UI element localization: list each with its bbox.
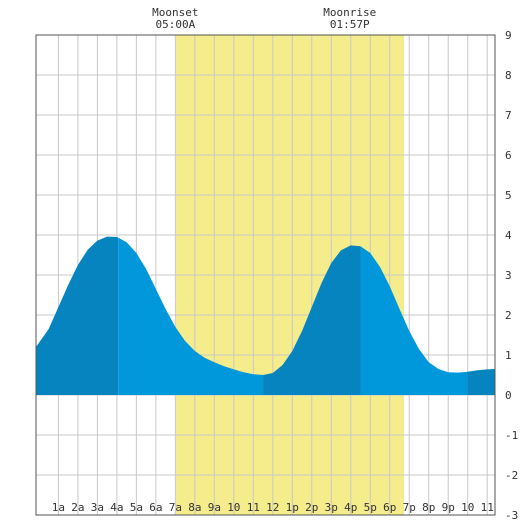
x-tick-label: 7a bbox=[169, 501, 182, 514]
x-tick-label: 2p bbox=[305, 501, 318, 514]
y-tick-label: 7 bbox=[505, 109, 512, 122]
x-tick-label: 6a bbox=[149, 501, 162, 514]
x-tick-label: 10 bbox=[461, 501, 474, 514]
x-tick-label: 6p bbox=[383, 501, 396, 514]
x-tick-label: 3p bbox=[325, 501, 338, 514]
y-tick-label: 4 bbox=[505, 229, 512, 242]
y-tick-label: 8 bbox=[505, 69, 512, 82]
x-tick-label: 7p bbox=[403, 501, 416, 514]
y-tick-label: 6 bbox=[505, 149, 512, 162]
x-tick-label: 1p bbox=[286, 501, 299, 514]
x-tick-label: 1a bbox=[52, 501, 65, 514]
x-tick-label: 8p bbox=[422, 501, 435, 514]
y-tick-label: 9 bbox=[505, 29, 512, 42]
x-tick-label: 4p bbox=[344, 501, 357, 514]
tide-area-light bbox=[360, 246, 468, 395]
x-tick-label: 2a bbox=[71, 501, 84, 514]
x-tick-label: 5a bbox=[130, 501, 143, 514]
y-tick-label: 1 bbox=[505, 349, 512, 362]
moon-event-title: Moonrise bbox=[323, 6, 376, 19]
x-tick-label: 12 bbox=[266, 501, 279, 514]
x-tick-label: 4a bbox=[110, 501, 123, 514]
tide-area-light bbox=[118, 237, 264, 395]
y-tick-label: -2 bbox=[505, 469, 518, 482]
x-tick-label: 3a bbox=[91, 501, 104, 514]
moon-event-time: 01:57P bbox=[330, 18, 370, 31]
y-tick-label: -3 bbox=[505, 509, 518, 522]
x-tick-label: 10 bbox=[227, 501, 240, 514]
x-tick-label: 5p bbox=[364, 501, 377, 514]
x-tick-label: 8a bbox=[188, 501, 201, 514]
moon-event-time: 05:00A bbox=[155, 18, 195, 31]
tide-area-dark bbox=[263, 245, 361, 395]
y-tick-label: 0 bbox=[505, 389, 512, 402]
moon-event-title: Moonset bbox=[152, 6, 198, 19]
y-tick-label: 5 bbox=[505, 189, 512, 202]
y-tick-label: -1 bbox=[505, 429, 518, 442]
x-tick-label: 11 bbox=[481, 501, 494, 514]
tide-area-dark bbox=[36, 236, 119, 395]
y-tick-label: 2 bbox=[505, 309, 512, 322]
tide-area-dark bbox=[467, 369, 495, 395]
y-tick-label: 3 bbox=[505, 269, 512, 282]
x-tick-label: 9a bbox=[208, 501, 221, 514]
x-tick-label: 9p bbox=[442, 501, 455, 514]
x-tick-label: 11 bbox=[247, 501, 260, 514]
plot-frame bbox=[35, 34, 496, 516]
